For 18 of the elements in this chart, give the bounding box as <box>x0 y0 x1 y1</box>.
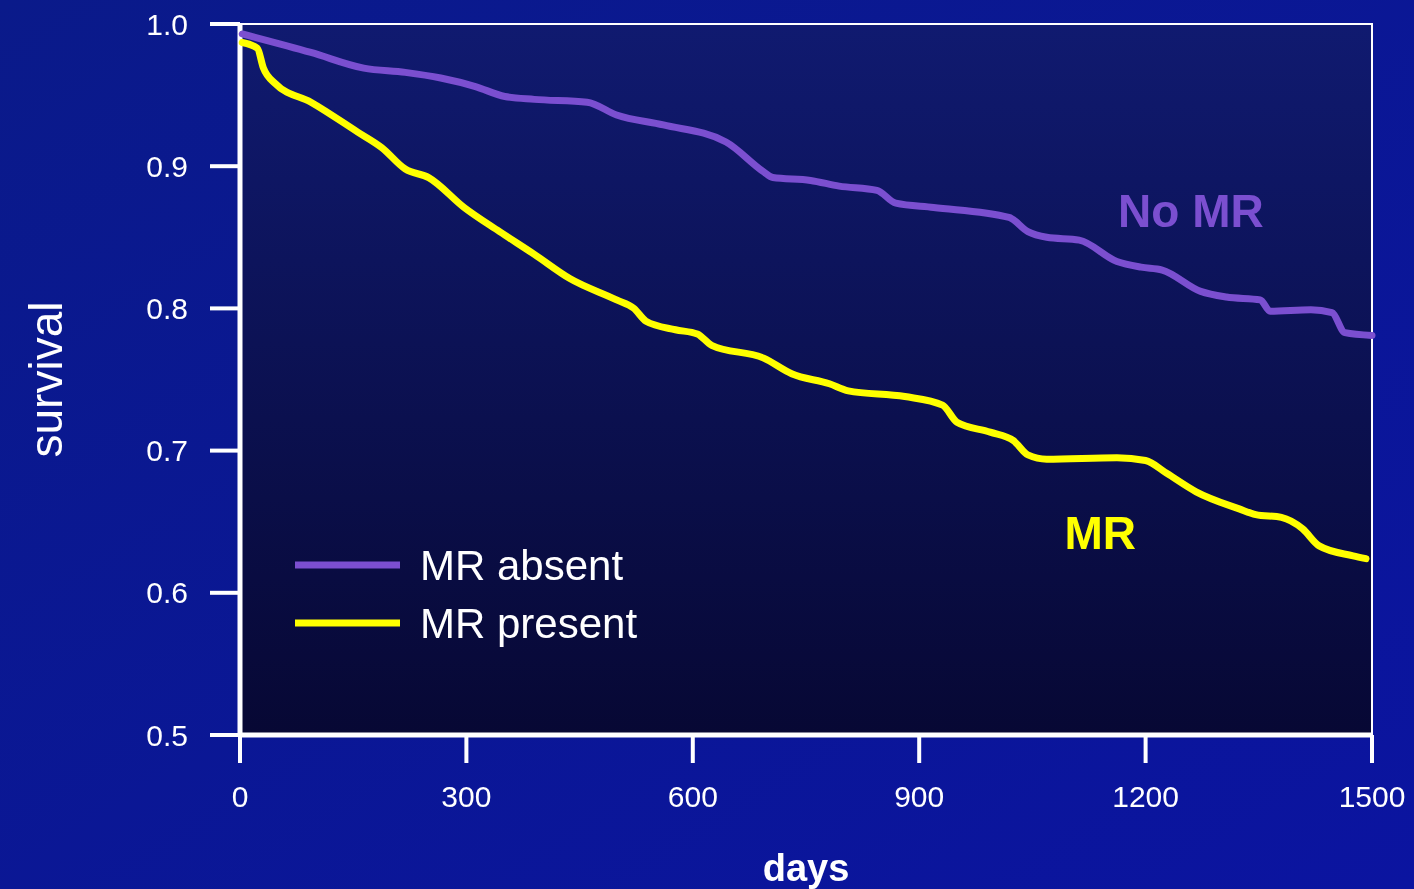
y-tick-label: 0.6 <box>146 576 188 610</box>
x-tick-label: 300 <box>441 780 492 813</box>
y-tick-label: 0.7 <box>146 434 188 468</box>
x-axis-title: days <box>762 847 850 889</box>
x-tick-label: 1500 <box>1338 780 1406 813</box>
legend-label: MR absent <box>420 541 624 589</box>
x-tick-label: 600 <box>667 780 718 813</box>
legend-label: MR present <box>420 599 638 647</box>
y-tick-label: 0.9 <box>146 149 188 183</box>
y-tick-label: 0.8 <box>146 291 188 325</box>
y-tick-label: 0.5 <box>146 718 188 752</box>
x-tick-label: 1200 <box>1112 780 1179 813</box>
y-tick-label: 1.0 <box>146 7 188 41</box>
annotation: MR <box>1064 506 1137 559</box>
y-axis-title: survival <box>20 301 72 458</box>
x-tick-label: 900 <box>894 780 945 813</box>
x-tick-label: 0 <box>231 780 249 813</box>
annotation: No MR <box>1118 185 1264 238</box>
